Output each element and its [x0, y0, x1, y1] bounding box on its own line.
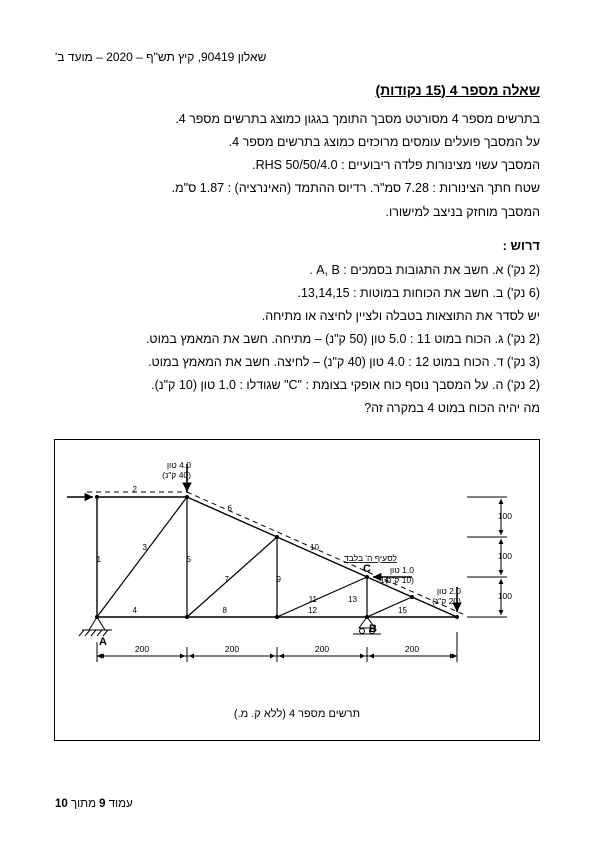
- dim-h-val: 200: [135, 644, 149, 654]
- intro-line: על המסבך פועלים עומסים מרוכזים כמוצג בתר…: [55, 131, 540, 154]
- load-h-left: 1.0 טון (10 ק"נ): [67, 484, 93, 506]
- member-label: 13: [348, 595, 357, 604]
- support-b-label: B: [369, 623, 377, 635]
- dim-h-val: 200: [405, 644, 419, 654]
- svg-text:(20 ק"נ): (20 ק"נ): [432, 596, 461, 606]
- req-line: (2 נק') ה. על המסבך נוסף כוח אופקי בצומת…: [55, 374, 540, 397]
- dim-v-val: 100: [498, 511, 512, 521]
- page-header: שאלון 90419, קיץ תש"ף – 2020 – מועד ב': [55, 50, 540, 64]
- svg-text:2.0 טון: 2.0 טון: [437, 586, 461, 596]
- intro-line: בתרשים מספר 4 מסורטט מסבך התומך בגגון כמ…: [55, 108, 540, 131]
- footer-mid: מתוך: [68, 798, 99, 810]
- footer-pre: עמוד: [106, 798, 133, 810]
- figure-frame: A B: [54, 439, 540, 741]
- member-label: 4: [133, 606, 138, 615]
- intro-line: שטח חתך הצינורות : 7.28 סמ"ר. רדיוס ההתמ…: [55, 177, 540, 200]
- member-label: 10: [310, 543, 319, 552]
- member-label: 1: [97, 555, 102, 564]
- dim-v-val: 100: [498, 551, 512, 561]
- intro-line: המסבך עשוי מצינורות פלדה ריבועיים : RHS …: [55, 154, 540, 177]
- member-label: 3: [143, 543, 148, 552]
- svg-text:4.0 טון: 4.0 טון: [167, 460, 191, 470]
- dim-h-val: 200: [315, 644, 329, 654]
- dim-h-val: 200: [225, 644, 239, 654]
- support-a-icon: [79, 617, 112, 636]
- req-line: מה יהיה הכוח במוט 4 במקרה זה?: [55, 397, 540, 420]
- load-v-top: 4.0 טון (40 ק"נ): [162, 460, 191, 492]
- svg-text:1.0 טון: 1.0 טון: [390, 565, 414, 575]
- node-c-label: C: [363, 563, 371, 575]
- question-title: שאלה מספר 4 (15 נקודות): [55, 82, 540, 98]
- member-label: 12: [308, 606, 317, 615]
- req-line: (2 נק') א. חשב את התגובות בסמכים : A, B …: [55, 259, 540, 282]
- support-a-label: A: [99, 636, 107, 648]
- member-label: 2: [133, 485, 138, 494]
- figure-caption: תרשים מספר 4 (ללא ק. מ.): [67, 708, 527, 720]
- c-note: לסעיף ה' בלבד: [344, 553, 397, 563]
- member-label: 8: [223, 606, 228, 615]
- member-label: 5: [187, 555, 192, 564]
- req-line: (6 נק') ב. חשב את הכוחות במוטות : 13,14,…: [55, 282, 540, 305]
- member-label: 11: [309, 595, 318, 604]
- page-footer: עמוד 9 מתוך 10: [55, 798, 133, 810]
- req-line: (2 נק') ג. הכוח במוט 11 : 5.0 טון (50 ק"…: [55, 328, 540, 351]
- req-line: יש לסדר את התוצאות בטבלה ולציין לחיצה או…: [55, 305, 540, 328]
- svg-text:(10 ק"נ): (10 ק"נ): [385, 575, 414, 585]
- member-label: 9: [277, 575, 282, 584]
- member-label: 6: [228, 504, 233, 513]
- member-label: 7: [225, 575, 230, 584]
- truss-diagram: A B: [67, 452, 527, 702]
- required-heading: דרוש :: [55, 238, 540, 253]
- req-line: (3 נק') ד. הכוח במוט 12 : 4.0 טון (40 ק"…: [55, 351, 540, 374]
- svg-text:(40 ק"נ): (40 ק"נ): [162, 470, 191, 480]
- footer-total: 10: [55, 798, 68, 810]
- dim-v-val: 100: [498, 591, 512, 601]
- intro-line: המסבך מוחזק בניצב למישורו.: [55, 201, 540, 224]
- member-label: 15: [398, 606, 407, 615]
- dim-horizontal: [97, 632, 457, 662]
